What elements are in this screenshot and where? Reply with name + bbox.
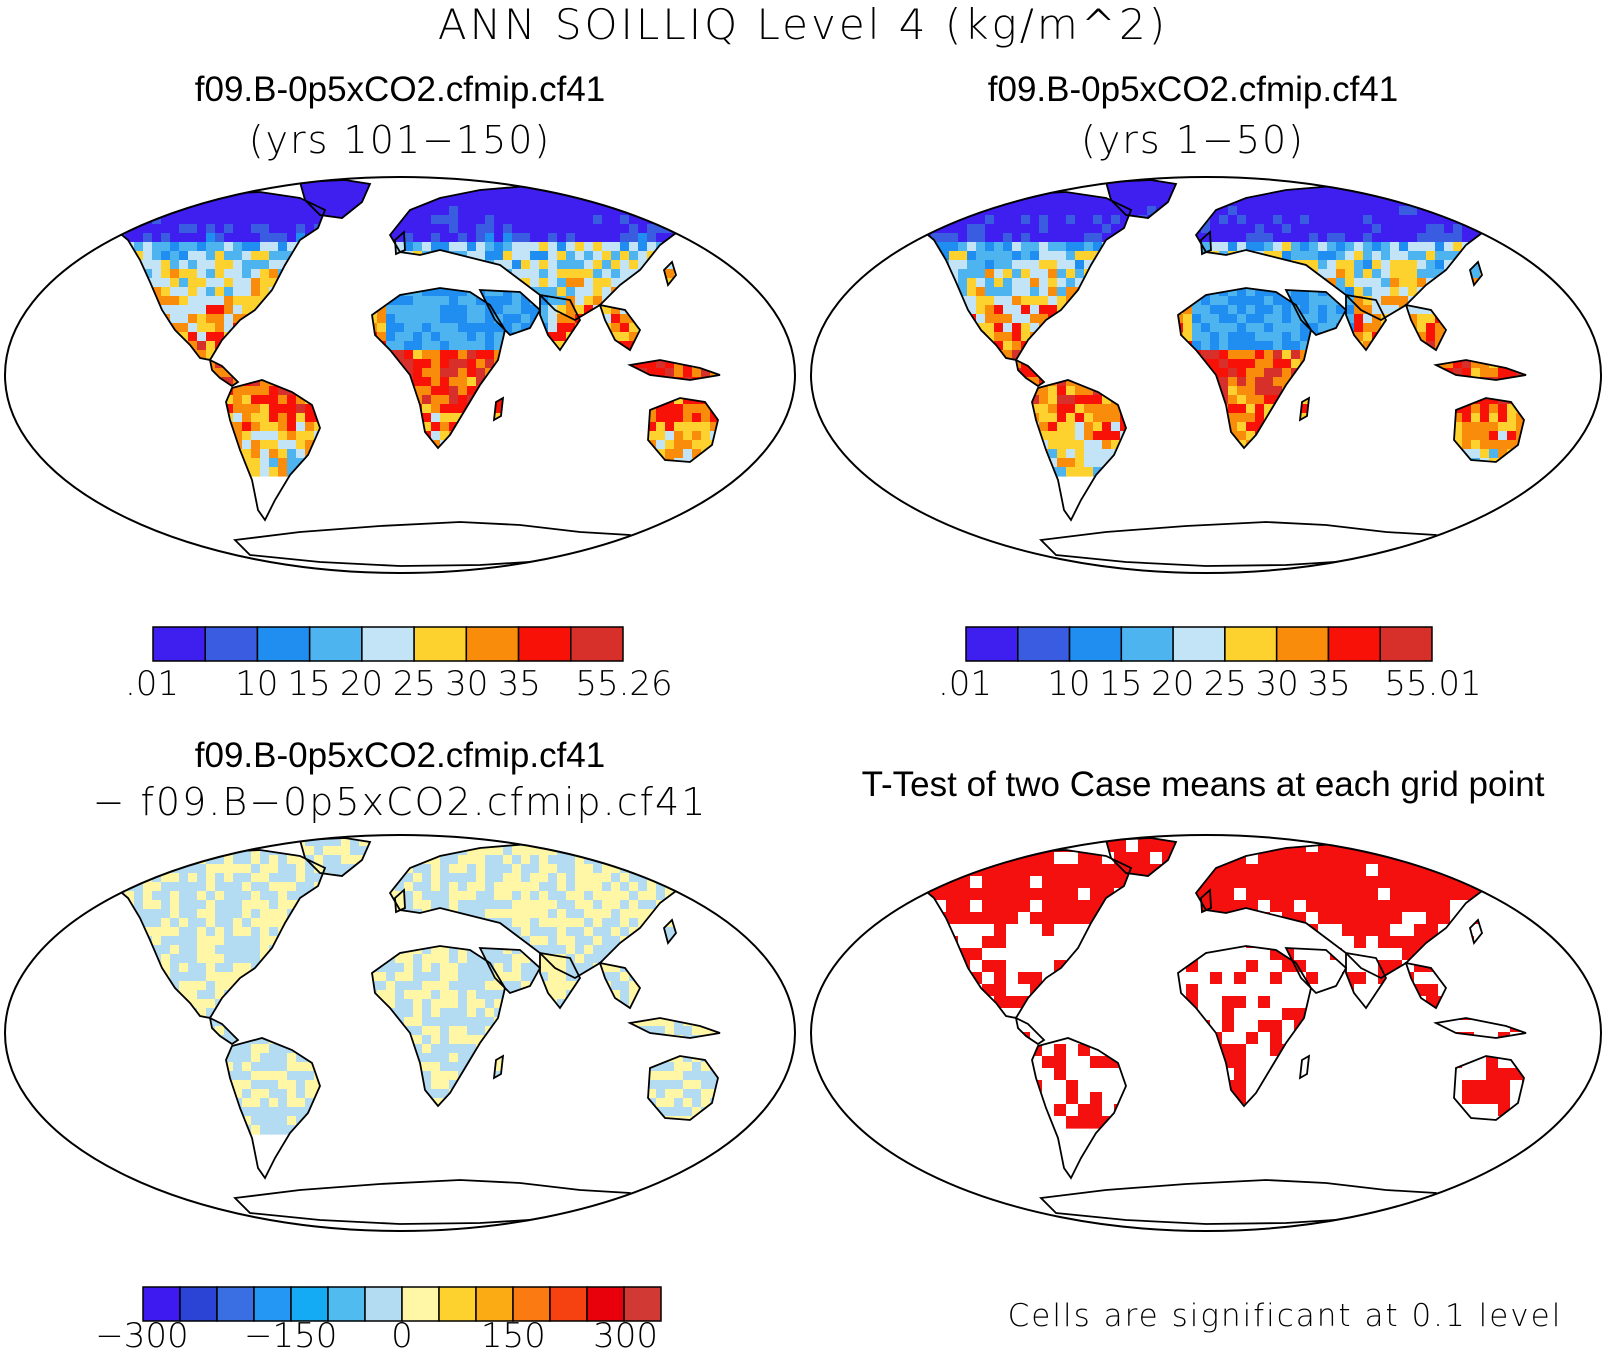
colorbar-tick-label: 35 xyxy=(1307,664,1350,704)
colorbar-tick-label: 300 xyxy=(593,1316,658,1356)
colorbar-swatch xyxy=(1277,627,1329,661)
colorbar-swatch xyxy=(1173,627,1225,661)
bottom-left-case-b: − f09.B−0p5xCO2.cfmip.cf41 xyxy=(60,780,740,824)
colorbar-tick-label: 15 xyxy=(288,664,331,704)
top-right-years: (yrs 1−50) xyxy=(893,118,1493,162)
bottom-right-title: T-Test of two Case means at each grid po… xyxy=(800,765,1606,805)
colorbar-swatch xyxy=(362,627,414,661)
colorbar-tick-label: 35 xyxy=(498,664,541,704)
colorbar-tick-label: 55.26 xyxy=(575,664,672,704)
colorbar-tick-label: .01 xyxy=(938,664,992,704)
colorbar-swatch xyxy=(310,627,362,661)
colorbar-swatch xyxy=(1380,627,1432,661)
significance-note: Cells are significant at 0.1 level xyxy=(985,1298,1585,1334)
colorbar-swatch xyxy=(1225,627,1277,661)
map-difference xyxy=(0,828,800,1238)
colorbar-tick-label: 150 xyxy=(481,1316,546,1356)
bottom-left-case-a: f09.B-0p5xCO2.cfmip.cf41 xyxy=(100,736,700,776)
colorbar-tick-label: 30 xyxy=(1256,664,1299,704)
colorbar-tick-label: −300 xyxy=(95,1316,188,1356)
top-right-case-title: f09.B-0p5xCO2.cfmip.cf41 xyxy=(893,70,1493,110)
colorbar-swatch xyxy=(571,627,623,661)
colorbar-tick-label: 20 xyxy=(1151,664,1194,704)
map-ttest xyxy=(806,828,1606,1238)
colorbar-swatch xyxy=(153,627,205,661)
colorbar-swatch xyxy=(1121,627,1173,661)
colorbar-tick-label: 0 xyxy=(391,1316,413,1356)
colorbar-swatch xyxy=(1070,627,1122,661)
colorbar-swatch xyxy=(205,627,257,661)
colorbar-swatch xyxy=(466,627,518,661)
colorbar-tick-label: −150 xyxy=(244,1316,337,1356)
colorbar-tick-label: 55.01 xyxy=(1384,664,1481,704)
map-top-left xyxy=(0,170,800,580)
top-left-case-title: f09.B-0p5xCO2.cfmip.cf41 xyxy=(100,70,700,110)
colorbar-tick-label: 10 xyxy=(1047,664,1090,704)
colorbar-tick-label: 15 xyxy=(1099,664,1142,704)
colorbar-swatch xyxy=(414,627,466,661)
colorbar-swatch xyxy=(1018,627,1070,661)
figure-title: ANN SOILLIQ Level 4 (kg/m^2) xyxy=(0,0,1606,49)
colorbar-swatch xyxy=(519,627,571,661)
colorbar-top-right xyxy=(965,626,1433,662)
colorbar-swatch xyxy=(966,627,1018,661)
top-left-years: (yrs 101−150) xyxy=(100,118,700,162)
colorbar-swatch xyxy=(1328,627,1380,661)
colorbar-tick-label: 25 xyxy=(1204,664,1247,704)
map-top-right xyxy=(806,170,1606,580)
colorbar-swatch xyxy=(257,627,309,661)
colorbar-top-left xyxy=(152,626,624,662)
colorbar-tick-label: 30 xyxy=(445,664,488,704)
colorbar-tick-label: 20 xyxy=(340,664,383,704)
colorbar-tick-label: .01 xyxy=(125,664,179,704)
colorbar-tick-label: 25 xyxy=(393,664,436,704)
colorbar-tick-label: 10 xyxy=(235,664,278,704)
